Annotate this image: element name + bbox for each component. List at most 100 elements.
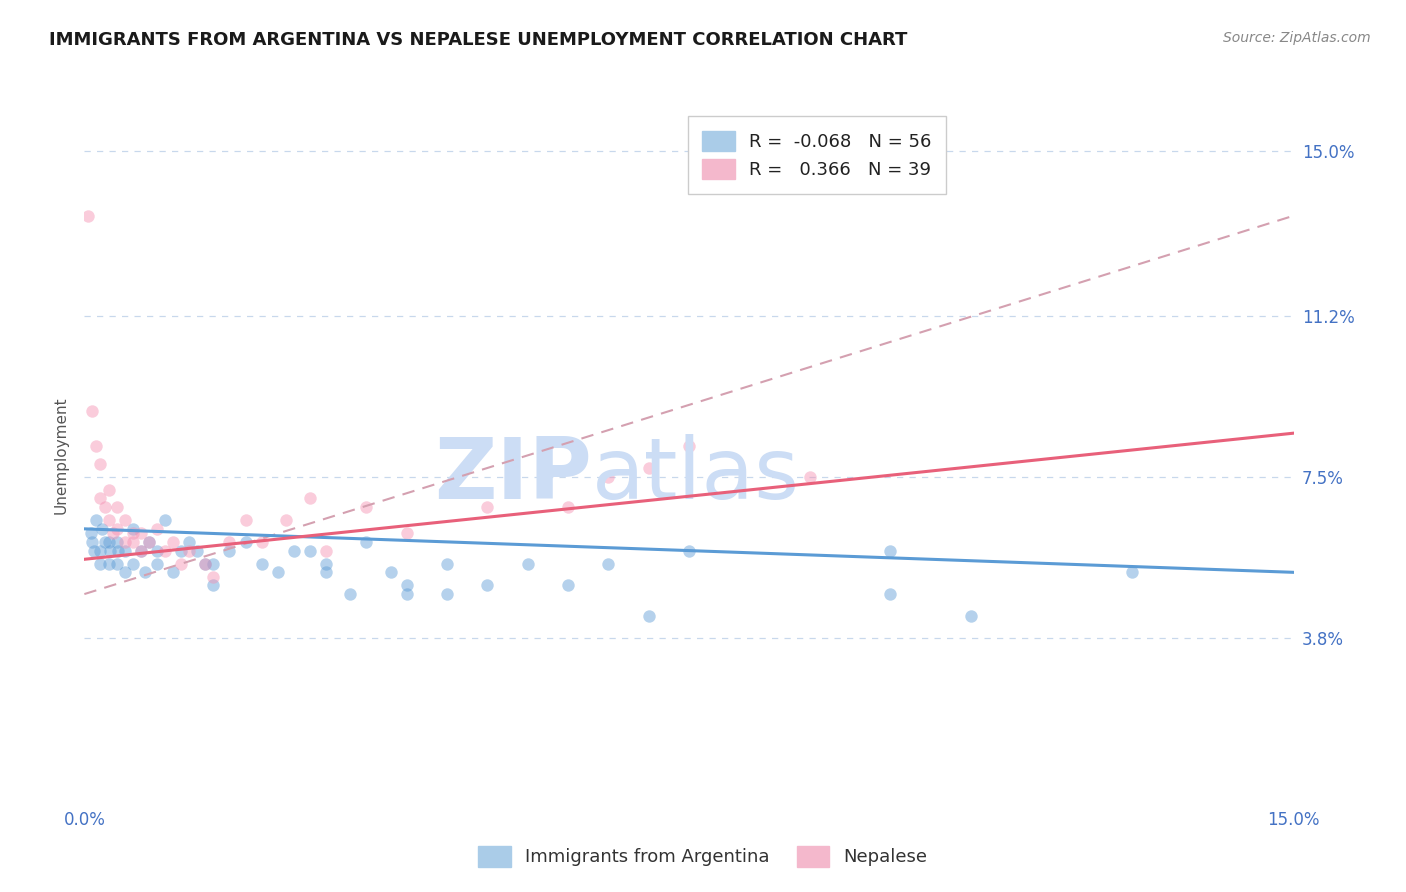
Point [678,543,700,558]
Point [218,535,240,549]
Point [235,535,257,549]
Point [105,500,128,514]
Point [960,608,983,623]
Point [250,557,273,571]
Point [89,543,111,558]
Point [356,535,378,549]
Legend: Immigrants from Argentina, Nepalese: Immigrants from Argentina, Nepalese [471,838,935,874]
Point [162,566,184,580]
Point [105,557,128,571]
Point [194,557,217,571]
Point [146,543,169,558]
Point [170,543,193,558]
Point [77,209,100,223]
Point [380,566,402,580]
Point [146,557,169,571]
Point [107,543,129,558]
Point [82,535,104,549]
Point [395,587,418,601]
Point [598,557,620,571]
Point [138,535,160,549]
Point [121,522,143,536]
Point [97,535,120,549]
Y-axis label: Unemployment: Unemployment [53,396,69,514]
Point [121,557,143,571]
Point [121,535,143,549]
Point [101,526,124,541]
Point [202,570,225,584]
Point [194,557,217,571]
Point [879,587,901,601]
Text: atlas: atlas [592,434,800,517]
Point [80,526,103,541]
Point [557,500,579,514]
Point [129,543,152,558]
Point [105,522,128,536]
Point [218,543,240,558]
Point [98,543,121,558]
Point [129,526,152,541]
Point [598,469,620,483]
Point [250,535,273,549]
Point [315,557,337,571]
Point [436,587,458,601]
Point [477,500,499,514]
Point [153,543,176,558]
Point [678,439,700,453]
Point [879,543,901,558]
Point [114,535,136,549]
Point [274,513,297,527]
Point [83,543,105,558]
Point [138,535,160,549]
Point [516,557,538,571]
Point [186,543,208,558]
Point [114,543,136,558]
Point [637,608,659,623]
Text: ZIP: ZIP [434,434,592,517]
Point [170,557,193,571]
Point [114,513,136,527]
Point [89,457,111,471]
Point [89,491,111,506]
Point [86,513,108,527]
Point [105,535,128,549]
Point [356,500,378,514]
Point [637,461,659,475]
Point [395,578,418,592]
Point [799,469,821,483]
Point [395,526,418,541]
Point [235,513,257,527]
Point [93,500,115,514]
Legend: R =  -0.068   N = 56, R =   0.366   N = 39: R = -0.068 N = 56, R = 0.366 N = 39 [688,116,946,194]
Point [97,483,120,497]
Point [436,557,458,571]
Point [162,535,184,549]
Point [299,543,322,558]
Point [267,566,290,580]
Point [86,439,108,453]
Text: Source: ZipAtlas.com: Source: ZipAtlas.com [1223,31,1371,45]
Point [82,404,104,418]
Point [134,566,156,580]
Point [202,557,225,571]
Point [93,535,115,549]
Point [283,543,305,558]
Point [129,543,152,558]
Point [315,566,337,580]
Point [91,522,114,536]
Point [179,543,201,558]
Point [89,557,111,571]
Point [477,578,499,592]
Point [557,578,579,592]
Point [299,491,322,506]
Point [146,522,169,536]
Point [121,526,143,541]
Point [97,557,120,571]
Point [315,543,337,558]
Point [202,578,225,592]
Point [1121,566,1143,580]
Point [97,513,120,527]
Point [114,566,136,580]
Text: IMMIGRANTS FROM ARGENTINA VS NEPALESE UNEMPLOYMENT CORRELATION CHART: IMMIGRANTS FROM ARGENTINA VS NEPALESE UN… [49,31,908,49]
Point [179,535,201,549]
